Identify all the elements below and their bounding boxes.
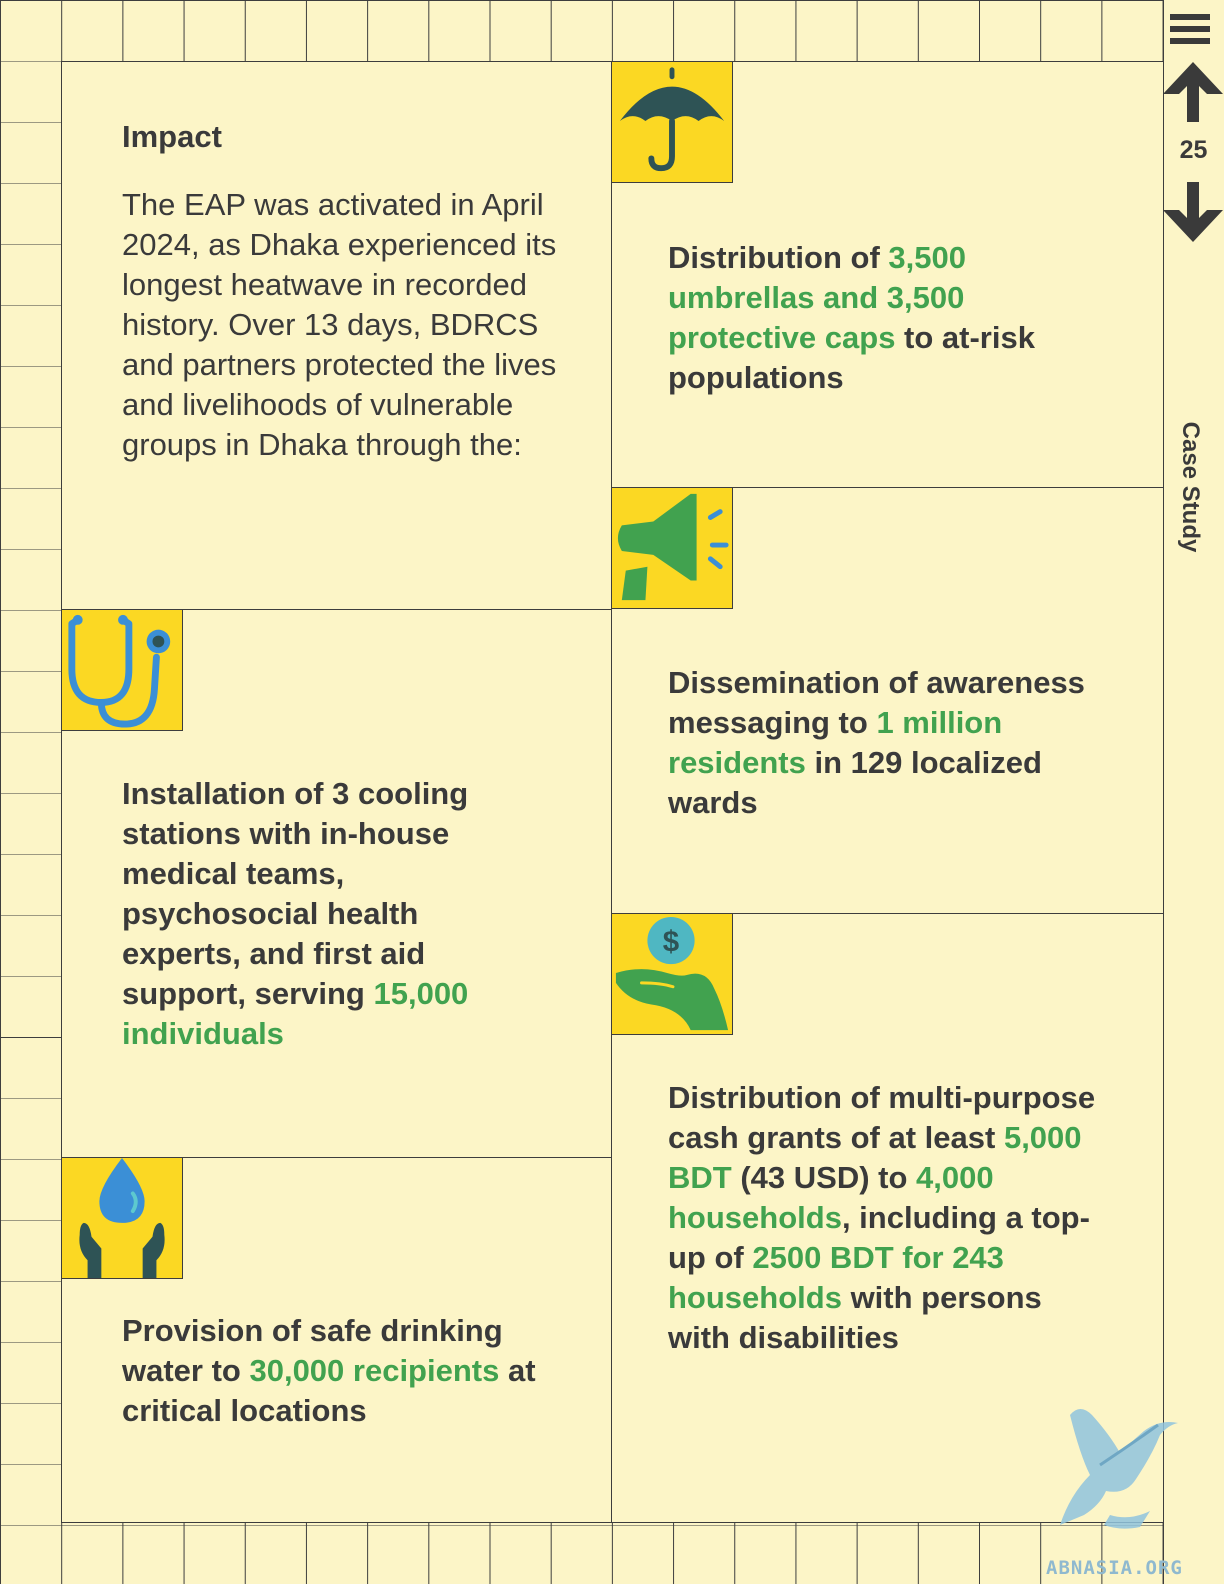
highlight: 5,000 BDT xyxy=(668,1120,1082,1195)
cash-hand-icon: $ xyxy=(611,913,733,1035)
cash-item: Distribution of multi-purpose cash grant… xyxy=(668,1080,1096,1355)
intro-panel xyxy=(61,61,612,610)
arrow-down-icon[interactable] xyxy=(1161,182,1224,244)
megaphone-icon xyxy=(611,487,733,609)
umbrellas-item: Distribution of 3,500 umbrellas and 3,50… xyxy=(668,240,1035,395)
highlight: 3,500 umbrellas and 3,500 protective cap… xyxy=(668,240,966,355)
griffin-logo-icon xyxy=(1060,1409,1178,1529)
highlight: 2500 BDT for 243 households xyxy=(668,1240,1004,1315)
cooling-item: Installation of 3 cooling stations with … xyxy=(122,776,469,1051)
arrow-up-icon[interactable] xyxy=(1161,60,1224,122)
section-heading: Impact xyxy=(122,119,222,154)
watermark-text: ABNASIA.ORG xyxy=(1046,1557,1183,1579)
water-item: Provision of safe drinking water to 30,0… xyxy=(122,1313,536,1428)
sidebar xyxy=(1163,0,1224,1584)
intro-paragraph: The EAP was activated in April 2024, as … xyxy=(122,187,557,462)
coin-symbol: $ xyxy=(663,925,679,958)
stethoscope-icon xyxy=(61,609,183,731)
awareness-item: Dissemination of awareness messaging to … xyxy=(668,665,1085,820)
menu-icon[interactable] xyxy=(1170,14,1214,48)
section-label: Case Study xyxy=(1177,421,1204,553)
highlight: 15,000 individuals xyxy=(122,976,469,1051)
highlight: 1 million residents xyxy=(668,705,1003,780)
page-number: 25 xyxy=(1179,136,1208,164)
highlight: 4,000 households xyxy=(668,1160,994,1235)
water-hands-icon xyxy=(61,1157,183,1279)
umbrella-icon xyxy=(611,61,733,183)
highlight: 30,000 recipients xyxy=(249,1353,500,1388)
